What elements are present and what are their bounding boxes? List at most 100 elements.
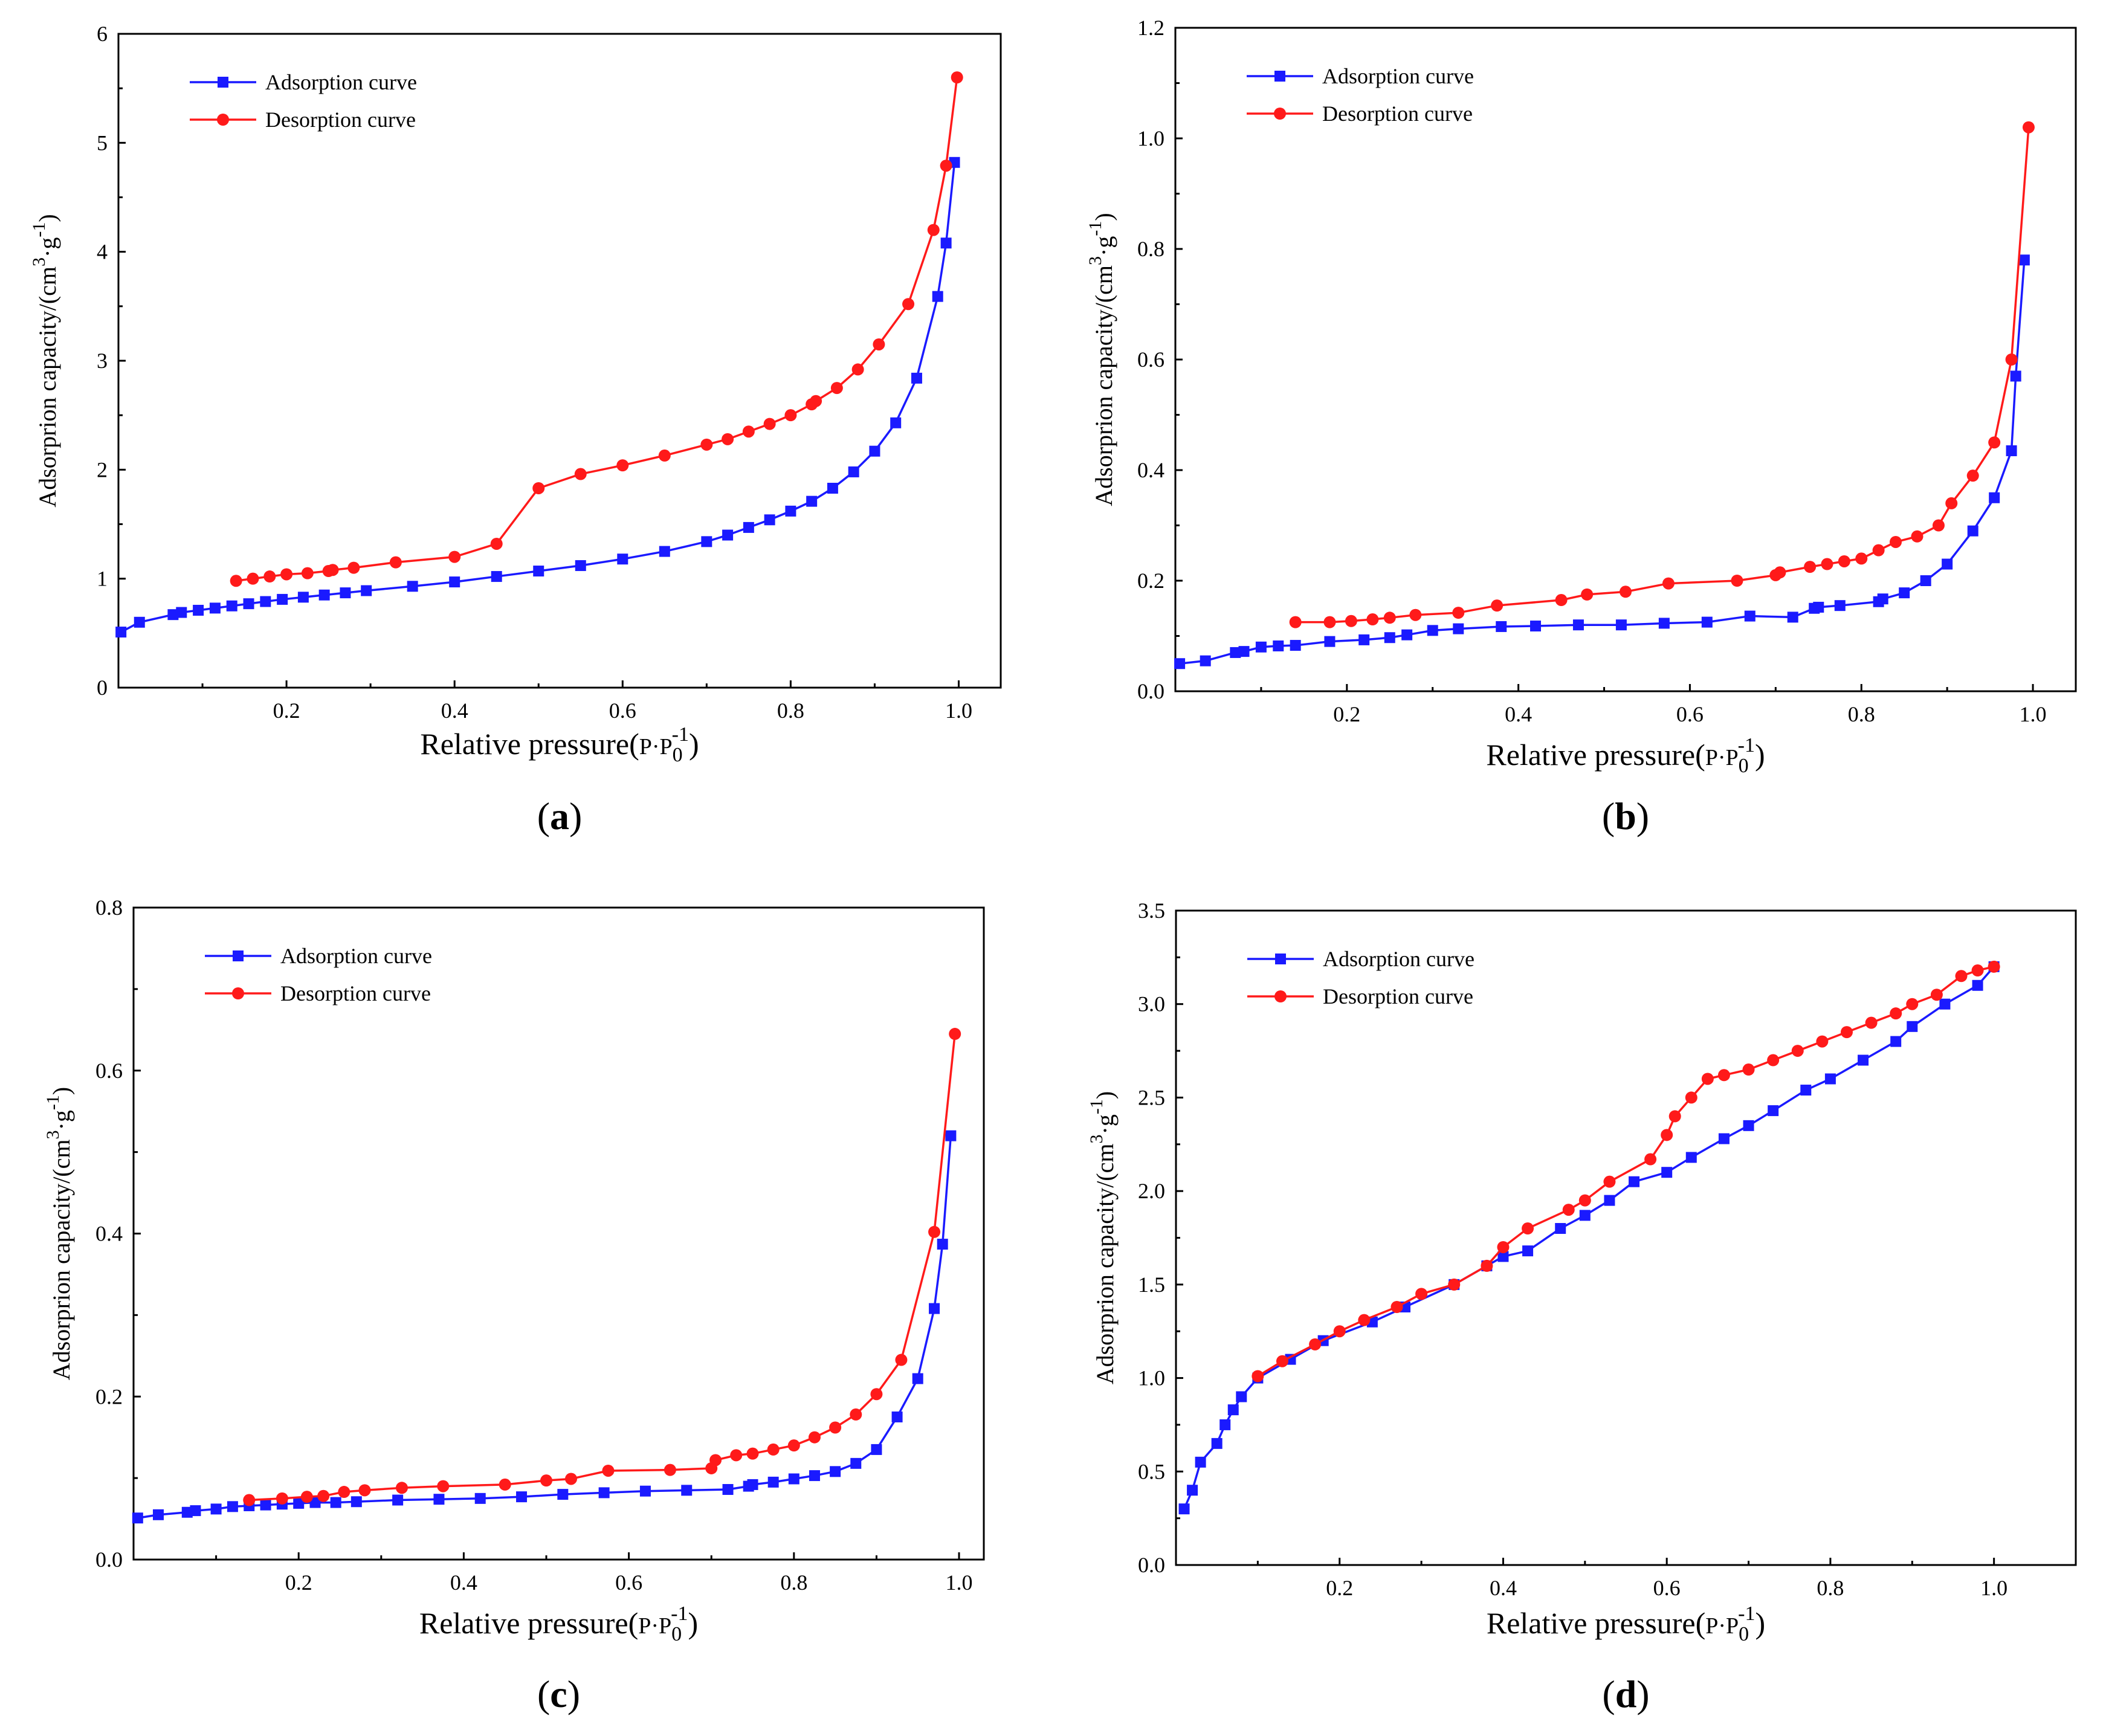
- legend-label: Desorption curve: [280, 981, 431, 1005]
- desorption-point: [1562, 1204, 1575, 1216]
- legend-label: Desorption curve: [265, 108, 416, 132]
- x-axis-label-sup: -1: [1738, 734, 1755, 757]
- desorption-point: [301, 567, 314, 579]
- desorption-point: [1988, 436, 2001, 449]
- adsorption-point: [1401, 629, 1413, 641]
- adsorption-point: [617, 553, 628, 565]
- y-tick-label: 1.2: [1137, 16, 1164, 40]
- desorption-point: [1804, 561, 1817, 573]
- adsorption-point: [1989, 492, 2000, 503]
- adsorption-point: [937, 1239, 948, 1250]
- panel-letter: c: [550, 1673, 567, 1715]
- desorption-point: [532, 482, 545, 494]
- desorption-point: [2022, 121, 2035, 134]
- x-axis-label-main: Relative pressure(: [1486, 738, 1705, 772]
- adsorption-point: [309, 1497, 321, 1508]
- adsorption-point: [1661, 1167, 1673, 1178]
- adsorption-point: [209, 602, 221, 614]
- desorption-point: [927, 224, 940, 236]
- y-axis-label-main: Adsorprion capacity/(cm: [48, 1139, 75, 1380]
- y-axis-label-close: ): [34, 214, 61, 222]
- desorption-point: [1906, 998, 1919, 1010]
- adsorption-point: [659, 546, 670, 557]
- desorption-point: [276, 1492, 288, 1505]
- adsorption-point: [890, 417, 902, 428]
- x-axis-label-sub: 0: [671, 1623, 682, 1645]
- y-axis-label-sup1: 3: [1087, 1134, 1106, 1143]
- panel-letter: a: [550, 795, 569, 837]
- desorption-point: [389, 556, 402, 569]
- adsorption-point: [809, 1470, 820, 1482]
- x-axis-label-sup: -1: [1738, 1602, 1755, 1625]
- y-tick-label: 0.8: [1137, 237, 1164, 261]
- adsorption-point: [1920, 575, 1931, 586]
- y-tick-label: 2: [97, 457, 108, 482]
- desorption-point: [317, 1489, 330, 1502]
- adsorption-point: [1384, 632, 1395, 644]
- adsorption-point: [785, 505, 796, 517]
- y-tick-label: 1.5: [1138, 1273, 1165, 1297]
- desorption-point: [1452, 607, 1465, 619]
- y-tick-label: 3.0: [1138, 992, 1165, 1016]
- desorption-point: [1685, 1091, 1697, 1104]
- x-axis-label: Relative pressure(P·P0-1): [419, 1602, 698, 1645]
- y-tick-label: 0.0: [1138, 1553, 1165, 1577]
- adsorption-point: [181, 1506, 193, 1518]
- adsorption-line: [1183, 966, 1995, 1509]
- adsorption-point: [1890, 1036, 1902, 1047]
- adsorption-point: [318, 589, 330, 601]
- adsorption-point: [701, 536, 712, 547]
- adsorption-point: [575, 560, 586, 572]
- desorption-point: [338, 1486, 350, 1499]
- x-tick-label: 1.0: [946, 1570, 973, 1595]
- desorption-point: [851, 363, 864, 376]
- adsorption-point: [491, 571, 502, 582]
- x-tick-label: 0.6: [1653, 1576, 1681, 1600]
- desorption-point: [1448, 1278, 1461, 1291]
- y-axis-label-close: ): [48, 1087, 75, 1095]
- x-tick-label: 0.8: [780, 1570, 807, 1595]
- y-tick-label: 3: [97, 349, 108, 373]
- adsorption-point: [891, 1411, 903, 1422]
- desorption-point: [1767, 1054, 1780, 1066]
- y-tick-label: 0.0: [95, 1547, 123, 1572]
- desorption-point: [1945, 497, 1958, 509]
- desorption-point: [1383, 611, 1396, 624]
- desorption-point: [490, 537, 503, 550]
- desorption-line: [1257, 966, 1995, 1377]
- desorption-point: [746, 1447, 759, 1460]
- adsorption-point: [350, 1496, 362, 1508]
- adsorption-point: [1572, 619, 1584, 631]
- desorption-point: [263, 570, 276, 583]
- adsorption-point: [1187, 1485, 1198, 1496]
- adsorption-point: [1230, 647, 1241, 658]
- y-axis-label: Adsorprion capacity/(cm3·g-1): [29, 214, 61, 507]
- adsorption-point: [193, 604, 204, 616]
- x-tick-label: 0.2: [1333, 702, 1360, 726]
- adsorption-point: [912, 1373, 923, 1384]
- desorption-point: [1481, 1259, 1493, 1272]
- adsorption-point: [1824, 1073, 1836, 1085]
- desorption-point: [1497, 1241, 1510, 1253]
- x-axis-label-unit: P·P: [639, 734, 673, 760]
- adsorption-point: [392, 1494, 404, 1506]
- legend-marker-desorption: [217, 114, 229, 126]
- desorption-point: [1731, 575, 1743, 587]
- chart-panel-a: 0.2 0.4 0.6 0.8 1.0 0 1 2 3 4 5 6 Adsorption curve De…: [29, 22, 1002, 837]
- desorption-point: [499, 1478, 511, 1491]
- desorption-point: [829, 1421, 842, 1434]
- adsorption-point: [1273, 640, 1284, 651]
- desorption-point: [1872, 544, 1885, 557]
- adsorption-point: [227, 1501, 238, 1512]
- adsorption-point: [297, 592, 309, 603]
- adsorption-point: [277, 593, 288, 605]
- y-axis-label: Adsorprion capacity/(cm3·g-1): [1085, 213, 1117, 506]
- desorption-point: [1289, 616, 1302, 628]
- desorption-point: [1581, 588, 1594, 601]
- desorption-point: [902, 298, 915, 311]
- legend-marker-adsorption: [218, 77, 228, 88]
- desorption-point: [564, 1473, 577, 1485]
- desorption-point: [1742, 1063, 1755, 1076]
- y-tick-label: 0: [97, 676, 108, 700]
- adsorption-point: [152, 1509, 164, 1520]
